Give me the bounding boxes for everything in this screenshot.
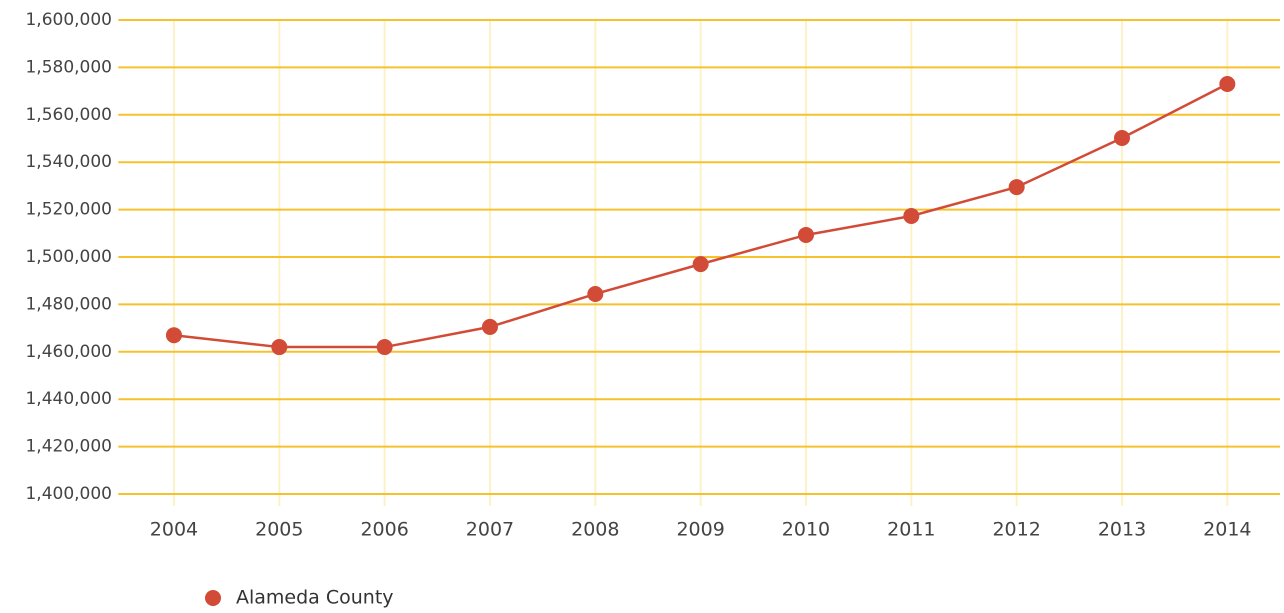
y-tick-label: 1,540,000 xyxy=(25,152,112,172)
legend-marker xyxy=(205,590,221,606)
y-tick-label: 1,600,000 xyxy=(25,10,112,30)
y-tick-label: 1,520,000 xyxy=(25,200,112,220)
y-tick-label: 1,580,000 xyxy=(25,57,112,77)
x-tick-label: 2012 xyxy=(992,519,1040,541)
data-point xyxy=(1113,130,1130,147)
data-point xyxy=(692,256,709,273)
y-tick-label: 1,420,000 xyxy=(25,437,112,457)
data-point xyxy=(271,339,288,356)
y-tick-label: 1,400,000 xyxy=(25,484,112,504)
x-tick-label: 2014 xyxy=(1203,519,1251,541)
data-point xyxy=(1219,75,1236,92)
legend-label: Alameda County xyxy=(236,587,394,609)
x-tick-label: 2005 xyxy=(255,519,303,541)
data-point xyxy=(797,226,814,243)
x-tick-label: 2013 xyxy=(1098,519,1146,541)
x-tick-label: 2010 xyxy=(782,519,830,541)
y-tick-label: 1,440,000 xyxy=(25,389,112,409)
data-point xyxy=(376,339,393,356)
y-tick-label: 1,560,000 xyxy=(25,105,112,125)
x-tick-label: 2004 xyxy=(150,519,198,541)
y-tick-label: 1,480,000 xyxy=(25,294,112,314)
data-point xyxy=(903,207,920,224)
y-tick-label: 1,500,000 xyxy=(25,247,112,267)
x-tick-label: 2007 xyxy=(466,519,514,541)
data-point xyxy=(1008,179,1025,196)
x-tick-label: 2011 xyxy=(887,519,935,541)
x-tick-label: 2006 xyxy=(360,519,408,541)
x-tick-label: 2009 xyxy=(676,519,724,541)
y-tick-label: 1,460,000 xyxy=(25,342,112,362)
x-tick-label: 2008 xyxy=(571,519,619,541)
data-point xyxy=(481,318,498,335)
data-point xyxy=(587,285,604,302)
data-point xyxy=(165,327,182,344)
